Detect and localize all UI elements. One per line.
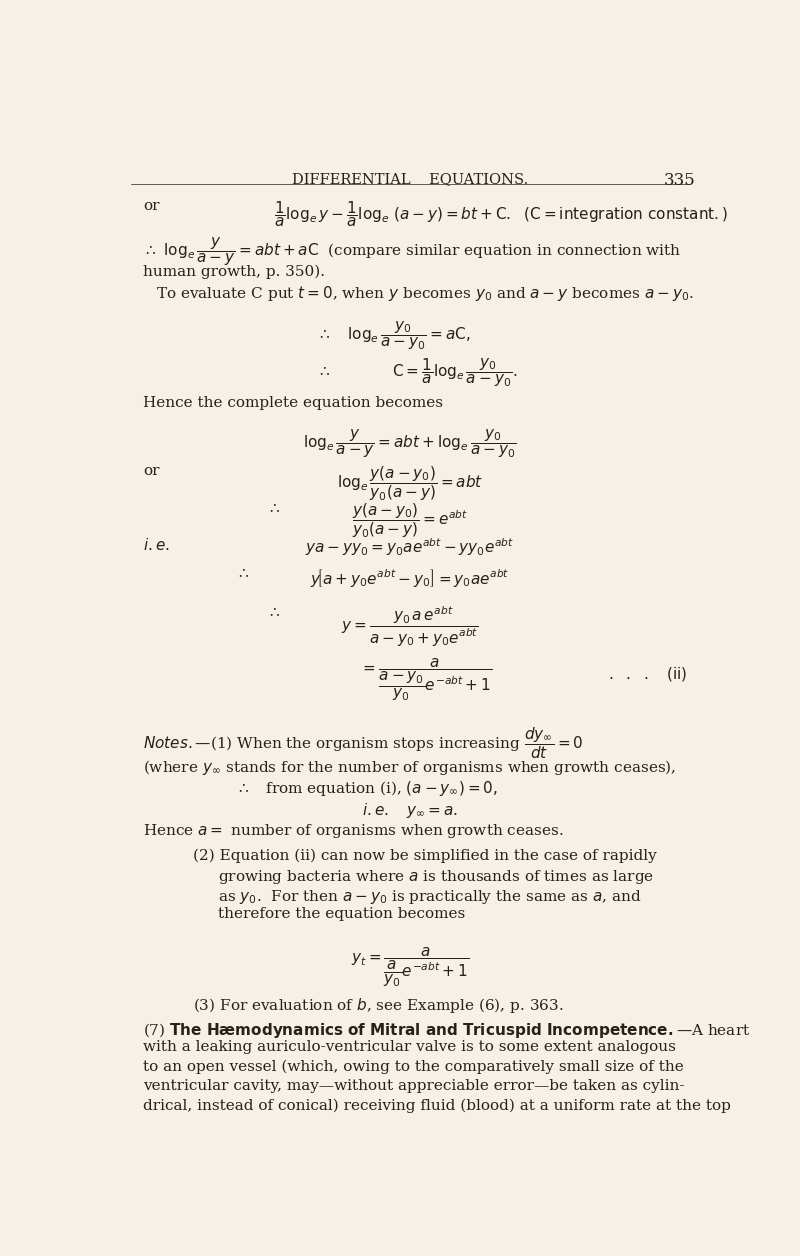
Text: (7) $\mathbf{The\ H\ae modynamics\ of\ Mitral\ and\ Tricuspid\ Incompetence.}$—A: (7) $\mathbf{The\ H\ae modynamics\ of\ M… xyxy=(143,1021,750,1040)
Text: $y = \dfrac{y_0\, a\, e^{abt}}{a - y_0 + y_0 e^{abt}}$: $y = \dfrac{y_0\, a\, e^{abt}}{a - y_0 +… xyxy=(342,605,478,649)
Text: $\therefore\;$  from equation (i), $(a - y_\infty) = 0,$: $\therefore\;$ from equation (i), $(a - … xyxy=(237,779,498,799)
Text: $y\!\left[a + y_0 e^{abt} - y_0\right] = y_0 a e^{abt}$: $y\!\left[a + y_0 e^{abt} - y_0\right] =… xyxy=(310,566,510,589)
Text: $\dfrac{y(a - y_0)}{y_0(a - y)} = e^{abt}$: $\dfrac{y(a - y_0)}{y_0(a - y)} = e^{abt… xyxy=(352,501,468,540)
Text: or: or xyxy=(143,463,160,479)
Text: To evaluate C put $t = 0$, when $y$ becomes $y_0$ and $a - y$ becomes $a - y_0$.: To evaluate C put $t = 0$, when $y$ beco… xyxy=(156,284,694,303)
Text: $.\ \ .\ \ .\ \ \ \mathrm{(ii)}$: $.\ \ .\ \ .\ \ \ \mathrm{(ii)}$ xyxy=(608,666,687,683)
Text: (2) Equation (ii) can now be simplified in the case of rapidly: (2) Equation (ii) can now be simplified … xyxy=(193,849,657,863)
Text: $\mathit{i.e.}$: $\mathit{i.e.}$ xyxy=(143,536,170,553)
Text: $\log_e\dfrac{y(a - y_0)}{y_0(a - y)} = abt$: $\log_e\dfrac{y(a - y_0)}{y_0(a - y)} = … xyxy=(337,463,483,502)
Text: Hence $a =$ number of organisms when growth ceases.: Hence $a =$ number of organisms when gro… xyxy=(143,821,564,840)
Text: $\therefore$: $\therefore$ xyxy=(267,501,281,515)
Text: $\therefore\quad \log_e\dfrac{y_0}{a - y_0} = a\mathrm{C},$: $\therefore\quad \log_e\dfrac{y_0}{a - y… xyxy=(317,319,470,352)
Text: (3) For evaluation of $b$, see Example (6), p. 363.: (3) For evaluation of $b$, see Example (… xyxy=(193,996,563,1015)
Text: growing bacteria where $a$ is thousands of times as large: growing bacteria where $a$ is thousands … xyxy=(218,868,654,887)
Text: with a leaking auriculo-ventricular valve is to some extent analogous: with a leaking auriculo-ventricular valv… xyxy=(143,1040,676,1055)
Text: DIFFERENTIAL    EQUATIONS.: DIFFERENTIAL EQUATIONS. xyxy=(292,172,528,186)
Text: $\therefore$: $\therefore$ xyxy=(267,605,281,619)
Text: $\mathit{i.e.}\quad y_\infty = a.$: $\mathit{i.e.}\quad y_\infty = a.$ xyxy=(362,800,458,820)
Text: therefore the equation becomes: therefore the equation becomes xyxy=(218,907,465,921)
Text: $\log_e\dfrac{y}{a - y} = abt + \log_e\dfrac{y_0}{a - y_0}$: $\log_e\dfrac{y}{a - y} = abt + \log_e\d… xyxy=(303,427,517,460)
Text: $\therefore\ \log_e\dfrac{y}{a-y} = abt + a\mathrm{C}$  (compare similar equatio: $\therefore\ \log_e\dfrac{y}{a-y} = abt … xyxy=(143,235,682,268)
Text: $ya - yy_0 = y_0 a e^{abt} - yy_0 e^{abt}$: $ya - yy_0 = y_0 a e^{abt} - yy_0 e^{abt… xyxy=(306,536,514,559)
Text: $\dfrac{1}{a}\log_e y - \dfrac{1}{a}\log_e\,(a-y) = bt + \mathrm{C}.$  $(\mathrm: $\dfrac{1}{a}\log_e y - \dfrac{1}{a}\log… xyxy=(274,198,728,229)
Text: $\therefore\qquad\qquad \mathrm{C} = \dfrac{1}{a}\log_e\dfrac{y_0}{a - y_0}.$: $\therefore\qquad\qquad \mathrm{C} = \df… xyxy=(317,357,518,389)
Text: $\therefore$: $\therefore$ xyxy=(237,566,250,580)
Text: drical, instead of conical) receiving fluid (blood) at a uniform rate at the top: drical, instead of conical) receiving fl… xyxy=(143,1099,731,1113)
Text: Hence the complete equation becomes: Hence the complete equation becomes xyxy=(143,397,443,411)
Text: 335: 335 xyxy=(663,172,695,188)
Text: $= \dfrac{a}{\dfrac{a - y_0}{y_0}e^{-abt} + 1}$: $= \dfrac{a}{\dfrac{a - y_0}{y_0}e^{-abt… xyxy=(360,657,493,703)
Text: as $y_0$.  For then $a - y_0$ is practically the same as $a$, and: as $y_0$. For then $a - y_0$ is practica… xyxy=(218,888,642,906)
Text: ventricular cavity, may—without appreciable error—be taken as cylin-: ventricular cavity, may—without apprecia… xyxy=(143,1079,685,1093)
Text: (where $y_\infty$ stands for the number of organisms when growth ceases),: (where $y_\infty$ stands for the number … xyxy=(143,759,677,777)
Text: to an open vessel (which, owing to the comparatively small size of the: to an open vessel (which, owing to the c… xyxy=(143,1060,684,1074)
Text: human growth, p. 350).: human growth, p. 350). xyxy=(143,265,326,279)
Text: $\mathit{Notes.}$—(1) When the organism stops increasing $\dfrac{dy_\infty}{dt} : $\mathit{Notes.}$—(1) When the organism … xyxy=(143,725,584,761)
Text: or: or xyxy=(143,198,160,214)
Text: $y_t = \dfrac{a}{\dfrac{a}{y_0}e^{-abt} + 1}$: $y_t = \dfrac{a}{\dfrac{a}{y_0}e^{-abt} … xyxy=(351,946,469,990)
